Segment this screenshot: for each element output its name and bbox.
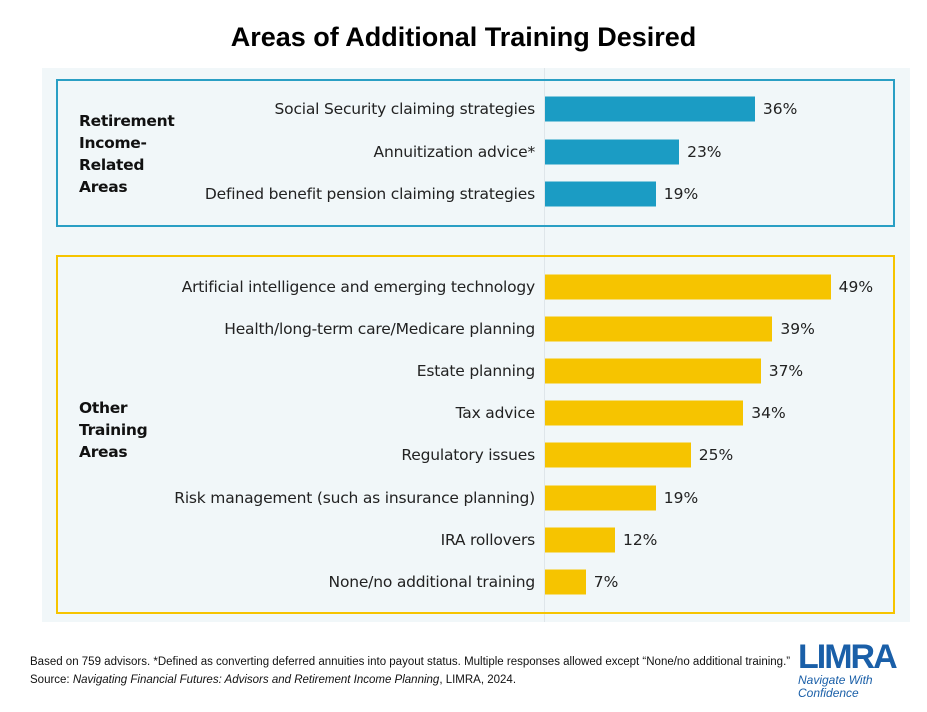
category-label: Social Security claiming strategies [274, 100, 536, 118]
category-label: Artificial intelligence and emerging tec… [181, 278, 535, 296]
value-label: 12% [622, 530, 658, 549]
bar [545, 139, 680, 164]
chart-title: Areas of Additional Training Desired [230, 22, 697, 52]
value-label: 37% [768, 362, 804, 381]
category-label: Health/long-term care/Medicare planning [224, 320, 535, 339]
value-label: 36% [762, 100, 798, 118]
bar [545, 485, 656, 510]
footnote: Based on 759 advisors. *Defined as conve… [30, 653, 790, 689]
other-group-box [56, 255, 895, 614]
value-label: 34% [751, 404, 786, 423]
category-label: Regulatory issues [401, 446, 535, 465]
group-label-line: Training [79, 421, 148, 439]
group-label: Retirement Income- Related Areas [79, 110, 175, 198]
footnote-source: Source: Navigating Financial Futures: Ad… [30, 671, 790, 689]
value-label: 49% [838, 278, 874, 296]
category-label: Tax advice [455, 404, 536, 423]
bar [545, 274, 831, 300]
logo-wordmark: LIMRA [798, 638, 898, 676]
source-suffix: , LIMRA, 2024. [439, 674, 517, 686]
source-prefix: Source: [30, 674, 73, 686]
bar [545, 569, 586, 595]
value-label: 7% [593, 572, 619, 591]
value-label: 23% [687, 142, 722, 161]
category-label: Risk management (such as insurance plann… [174, 488, 535, 507]
group-label-line: Areas [79, 178, 128, 196]
group-label-line: Related [79, 156, 145, 174]
retirement-group-box [56, 79, 895, 227]
limra-logo: LIMRA Navigate With Confidence [798, 638, 898, 700]
source-title: Navigating Financial Futures: Advisors a… [72, 674, 440, 686]
group-label-line: Areas [79, 443, 128, 461]
value-label: 19% [663, 185, 699, 203]
group-label: Other Training Areas [79, 397, 148, 463]
bar [545, 316, 773, 342]
axis-line [544, 68, 545, 622]
bar [545, 400, 744, 426]
bar [545, 181, 656, 207]
logo-tagline: Navigate With Confidence [798, 674, 896, 700]
value-label: 25% [698, 446, 734, 465]
bar [545, 358, 761, 384]
chart-panel [42, 68, 910, 622]
footnote-note: Based on 759 advisors. *Defined as conve… [30, 656, 791, 668]
tagline-line-1: Navigate With [798, 673, 873, 687]
category-label: Annuitization advice* [373, 142, 536, 161]
category-label: IRA rollovers [440, 530, 536, 549]
bar [545, 442, 691, 468]
group-label-line: Retirement [79, 112, 175, 130]
category-label: Defined benefit pension claiming strateg… [204, 185, 535, 203]
group-label-line: Other [79, 399, 128, 417]
category-label: Estate planning [416, 362, 535, 381]
category-label: None/no additional training [328, 572, 536, 591]
bar [545, 96, 755, 122]
tagline-line-2: Confidence [798, 686, 859, 700]
bar [545, 527, 615, 553]
value-label: 39% [780, 320, 815, 339]
group-label-line: Income- [79, 134, 147, 152]
value-label: 19% [663, 488, 699, 507]
